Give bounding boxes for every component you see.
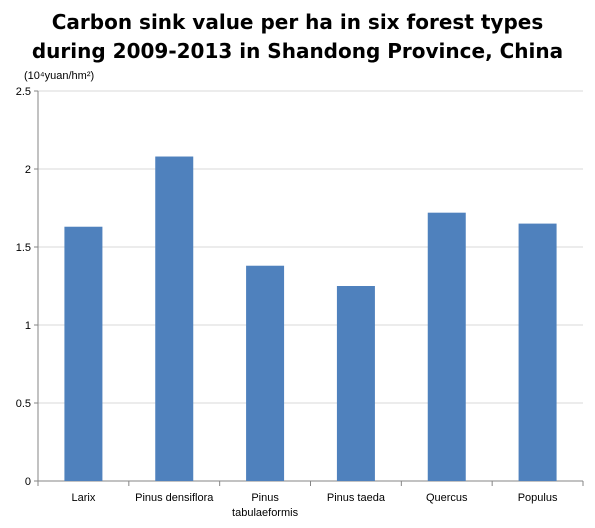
bar bbox=[336, 286, 375, 481]
y-tick-label: 2 bbox=[25, 164, 31, 176]
bar bbox=[518, 223, 557, 481]
x-tick-label: Pinus taeda bbox=[327, 492, 386, 504]
bar bbox=[155, 156, 194, 481]
x-tick-label: Quercus bbox=[426, 492, 468, 504]
chart-title-line-2: during 2009-2013 in Shandong Province, C… bbox=[31, 39, 564, 63]
x-tick-label: tabulaeformis bbox=[232, 507, 299, 519]
x-tick-label: Populus bbox=[518, 492, 558, 504]
x-tick-label: Pinus bbox=[251, 492, 279, 504]
y-tick-label: 1 bbox=[25, 320, 31, 332]
chart-title-line-1: Carbon sink value per ha in six forest t… bbox=[51, 10, 544, 34]
y-tick-label: 0 bbox=[25, 476, 31, 488]
y-tick-label: 0.5 bbox=[16, 398, 31, 410]
bar bbox=[427, 212, 466, 481]
y-tick-label: 2.5 bbox=[16, 86, 31, 98]
x-tick-label: Pinus densiflora bbox=[135, 492, 214, 504]
y-tick-label: 1.5 bbox=[16, 242, 31, 254]
x-tick-label: Larix bbox=[71, 492, 95, 504]
chart-title: Carbon sink value per ha in six forest t… bbox=[0, 8, 595, 66]
bar bbox=[246, 265, 285, 481]
y-axis-unit-label: (10⁴yuan/hm²) bbox=[24, 70, 95, 82]
bar bbox=[64, 226, 103, 481]
